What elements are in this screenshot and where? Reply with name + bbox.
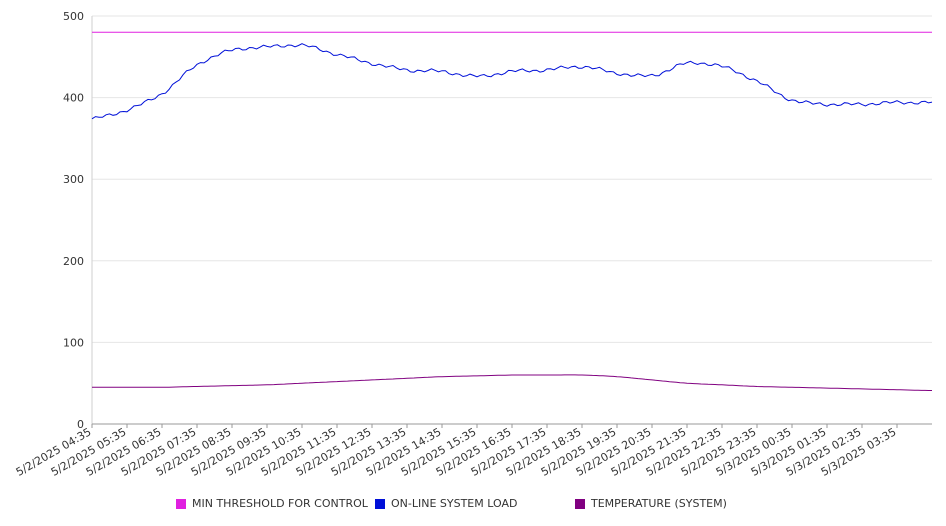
legend-item-system-load[interactable]: ON-LINE SYSTEM LOAD bbox=[375, 497, 517, 510]
x-tick-labels: 5/2/2025 04:355/2/2025 05:355/2/2025 06:… bbox=[14, 425, 899, 479]
y-tick-label: 100 bbox=[63, 336, 84, 349]
grid-lines bbox=[92, 15, 932, 343]
series-line-2 bbox=[92, 374, 932, 391]
y-tick-label: 400 bbox=[63, 92, 84, 105]
legend-item-min-threshold[interactable]: MIN THRESHOLD FOR CONTROL bbox=[176, 497, 368, 510]
y-tick-label: 200 bbox=[63, 255, 84, 268]
legend-swatch-temperature bbox=[575, 498, 585, 509]
y-tick-label: 0 bbox=[77, 418, 84, 431]
legend-swatch-system-load bbox=[375, 498, 385, 509]
series-lines bbox=[91, 31, 933, 391]
y-tick-labels: 0 100 200 300 400 500 bbox=[63, 10, 84, 431]
y-tick-label: 300 bbox=[63, 173, 84, 186]
legend-label-min-threshold: MIN THRESHOLD FOR CONTROL bbox=[192, 497, 368, 510]
legend-label-temperature: TEMPERATURE (SYSTEM) bbox=[591, 497, 727, 510]
legend-label-system-load: ON-LINE SYSTEM LOAD bbox=[391, 497, 518, 510]
legend-item-temperature[interactable]: TEMPERATURE (SYSTEM) bbox=[575, 497, 727, 510]
y-tick-label: 500 bbox=[63, 10, 84, 23]
axes bbox=[91, 16, 932, 428]
legend-swatch-min-threshold bbox=[176, 498, 186, 509]
legend: MIN THRESHOLD FOR CONTROL ON-LINE SYSTEM… bbox=[0, 497, 946, 515]
series-line-1 bbox=[91, 43, 933, 120]
